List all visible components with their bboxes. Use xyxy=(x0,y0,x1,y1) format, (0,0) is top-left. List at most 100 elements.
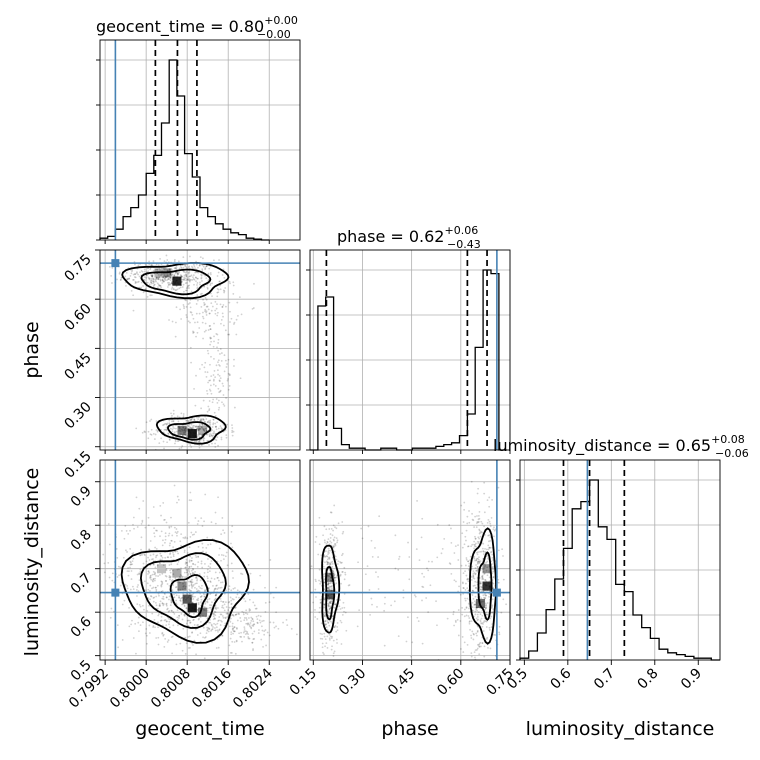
sample-point xyxy=(465,614,468,617)
sample-point xyxy=(176,563,179,566)
sample-point xyxy=(173,540,176,543)
sample-point xyxy=(182,536,185,539)
sample-point xyxy=(212,615,215,618)
sample-point xyxy=(186,569,189,572)
sample-point xyxy=(222,385,225,387)
sample-point xyxy=(164,276,167,278)
sample-point xyxy=(189,302,191,304)
sample-point xyxy=(328,601,331,604)
sample-point xyxy=(184,273,187,276)
sample-point xyxy=(161,602,164,604)
sample-point xyxy=(450,527,452,530)
sample-point xyxy=(203,575,206,578)
sample-point xyxy=(489,586,491,588)
sample-point xyxy=(144,431,147,433)
sample-point xyxy=(210,521,213,524)
sample-point xyxy=(476,609,479,612)
sample-point xyxy=(483,553,485,555)
sample-point xyxy=(492,570,495,573)
sample-point xyxy=(180,318,183,320)
sample-point xyxy=(226,379,229,382)
sample-point xyxy=(179,581,181,584)
sample-point xyxy=(179,286,182,289)
sample-point xyxy=(159,505,162,507)
sample-point xyxy=(192,602,195,605)
sample-point xyxy=(212,398,215,401)
sample-point xyxy=(155,604,158,607)
sample-point xyxy=(468,562,471,565)
sample-point xyxy=(182,413,185,415)
sample-point xyxy=(188,429,191,432)
sample-point xyxy=(275,611,278,614)
sample-point xyxy=(201,264,204,266)
sample-point xyxy=(488,585,491,588)
sample-point xyxy=(467,580,470,583)
sample-point xyxy=(364,573,367,576)
sample-point xyxy=(236,589,239,592)
sample-point xyxy=(174,440,177,443)
sample-point xyxy=(488,534,491,537)
sample-point xyxy=(476,569,478,572)
sample-point xyxy=(111,579,114,582)
sample-point xyxy=(319,598,322,601)
sample-point xyxy=(191,265,193,268)
sample-point xyxy=(337,560,340,563)
sample-point xyxy=(126,585,129,587)
sample-point xyxy=(198,617,200,620)
sample-point xyxy=(233,641,236,643)
sample-point xyxy=(244,633,247,636)
sample-point xyxy=(120,277,123,279)
sample-point xyxy=(187,608,190,611)
sample-point xyxy=(255,607,258,610)
sample-point xyxy=(180,267,183,270)
sample-point xyxy=(138,603,141,606)
sample-point xyxy=(149,576,151,579)
sample-point xyxy=(209,384,212,387)
sample-point xyxy=(329,593,332,596)
sample-point xyxy=(137,590,140,593)
sample-point xyxy=(333,574,335,577)
sample-point xyxy=(478,653,481,656)
sample-point xyxy=(152,280,154,283)
sample-point xyxy=(219,303,222,306)
sample-point xyxy=(477,551,479,553)
sample-point xyxy=(178,267,181,270)
sample-point xyxy=(158,284,160,287)
sample-point xyxy=(126,551,128,553)
sample-point xyxy=(475,522,478,525)
sample-point xyxy=(231,429,234,432)
sample-point xyxy=(180,281,182,284)
sample-point xyxy=(478,645,481,648)
sample-point xyxy=(376,606,378,608)
sample-point xyxy=(164,580,167,582)
sample-point xyxy=(188,580,190,583)
sample-point xyxy=(183,271,186,274)
sample-point xyxy=(480,645,482,648)
sample-point xyxy=(245,617,248,619)
sample-point xyxy=(192,568,195,571)
sample-point xyxy=(329,573,332,576)
sample-point xyxy=(328,552,330,554)
sample-point xyxy=(219,597,222,600)
sample-point xyxy=(199,418,202,421)
sample-point xyxy=(186,619,189,622)
sample-point xyxy=(259,621,262,624)
sample-point xyxy=(201,525,204,527)
sample-point xyxy=(340,643,343,645)
sample-point xyxy=(491,598,494,601)
sample-point xyxy=(252,601,255,604)
sample-point xyxy=(172,420,175,423)
sample-point xyxy=(128,277,130,280)
sample-point xyxy=(416,500,418,502)
sample-point xyxy=(472,574,475,576)
sample-point xyxy=(189,491,192,494)
sample-point xyxy=(149,576,152,579)
sample-point xyxy=(329,549,332,552)
sample-point xyxy=(223,276,226,279)
sample-point xyxy=(156,529,158,532)
sample-point xyxy=(198,429,201,431)
sample-point xyxy=(154,268,157,271)
sample-point xyxy=(237,612,240,615)
sample-point xyxy=(133,276,136,278)
sample-point xyxy=(485,626,488,628)
